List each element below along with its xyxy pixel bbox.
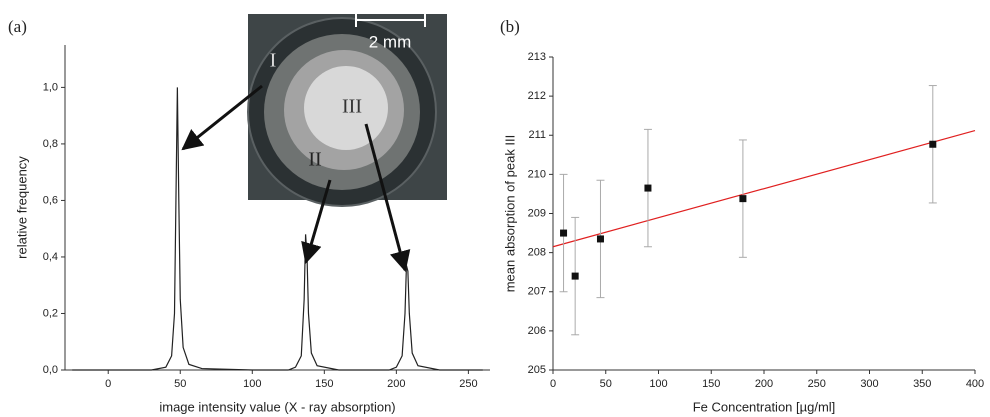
x-tick-label: 0 bbox=[105, 378, 111, 390]
inset-image: 2 mm I II III bbox=[248, 13, 447, 206]
region-label: II bbox=[308, 149, 321, 171]
x-tick-label: 300 bbox=[860, 378, 878, 390]
y-tick-label: 205 bbox=[528, 364, 546, 376]
y-tick-label: 207 bbox=[528, 286, 546, 298]
x-tick-label: 400 bbox=[966, 378, 984, 390]
y-axis-label: mean absorption of peak III bbox=[502, 135, 517, 293]
x-tick-label: 100 bbox=[243, 378, 261, 390]
x-axis-label: Fe Concentration [µg/ml] bbox=[693, 399, 836, 414]
y-tick-label: 0,8 bbox=[43, 138, 58, 150]
y-tick-label: 213 bbox=[528, 51, 546, 63]
x-tick-label: 250 bbox=[459, 378, 477, 390]
fit-line bbox=[553, 131, 975, 247]
x-tick-label: 0 bbox=[550, 378, 556, 390]
x-tick-label: 50 bbox=[174, 378, 186, 390]
x-tick-label: 200 bbox=[755, 378, 773, 390]
x-tick-label: 150 bbox=[702, 378, 720, 390]
y-tick-label: 210 bbox=[528, 168, 546, 180]
data-point bbox=[560, 230, 567, 237]
y-axis-label: relative frequency bbox=[14, 156, 29, 259]
y-tick-label: 209 bbox=[528, 207, 546, 219]
x-tick-label: 350 bbox=[913, 378, 931, 390]
scale-bar-label: 2 mm bbox=[369, 32, 412, 51]
data-point bbox=[644, 185, 651, 192]
data-point bbox=[929, 141, 936, 148]
data-point bbox=[572, 273, 579, 280]
y-tick-label: 0,2 bbox=[43, 307, 58, 319]
y-tick-label: 0,4 bbox=[43, 251, 58, 263]
x-tick-label: 200 bbox=[387, 378, 405, 390]
x-tick-label: 250 bbox=[808, 378, 826, 390]
panel-label: (a) bbox=[8, 17, 27, 36]
x-tick-label: 50 bbox=[600, 378, 612, 390]
data-point bbox=[739, 195, 746, 202]
data-point bbox=[597, 235, 604, 242]
panel-label: (b) bbox=[500, 17, 520, 36]
y-tick-label: 206 bbox=[528, 325, 546, 337]
x-axis-label: image intensity value (X - ray absorptio… bbox=[159, 399, 395, 414]
region-label: III bbox=[342, 96, 362, 118]
x-tick-label: 100 bbox=[649, 378, 667, 390]
figure: 0 50 100 150 200 250 0,0 0,2 0,4 0,6 0,8 1,0 image i… bbox=[0, 0, 990, 417]
x-tick-label: 150 bbox=[315, 378, 333, 390]
y-tick-label: 1,0 bbox=[43, 81, 58, 93]
y-tick-label: 211 bbox=[528, 129, 546, 141]
y-tick-label: 0,0 bbox=[43, 364, 58, 376]
y-tick-label: 208 bbox=[528, 247, 546, 259]
y-tick-label: 212 bbox=[528, 90, 546, 102]
y-tick-label: 0,6 bbox=[43, 194, 58, 206]
region-label: I bbox=[270, 50, 277, 72]
